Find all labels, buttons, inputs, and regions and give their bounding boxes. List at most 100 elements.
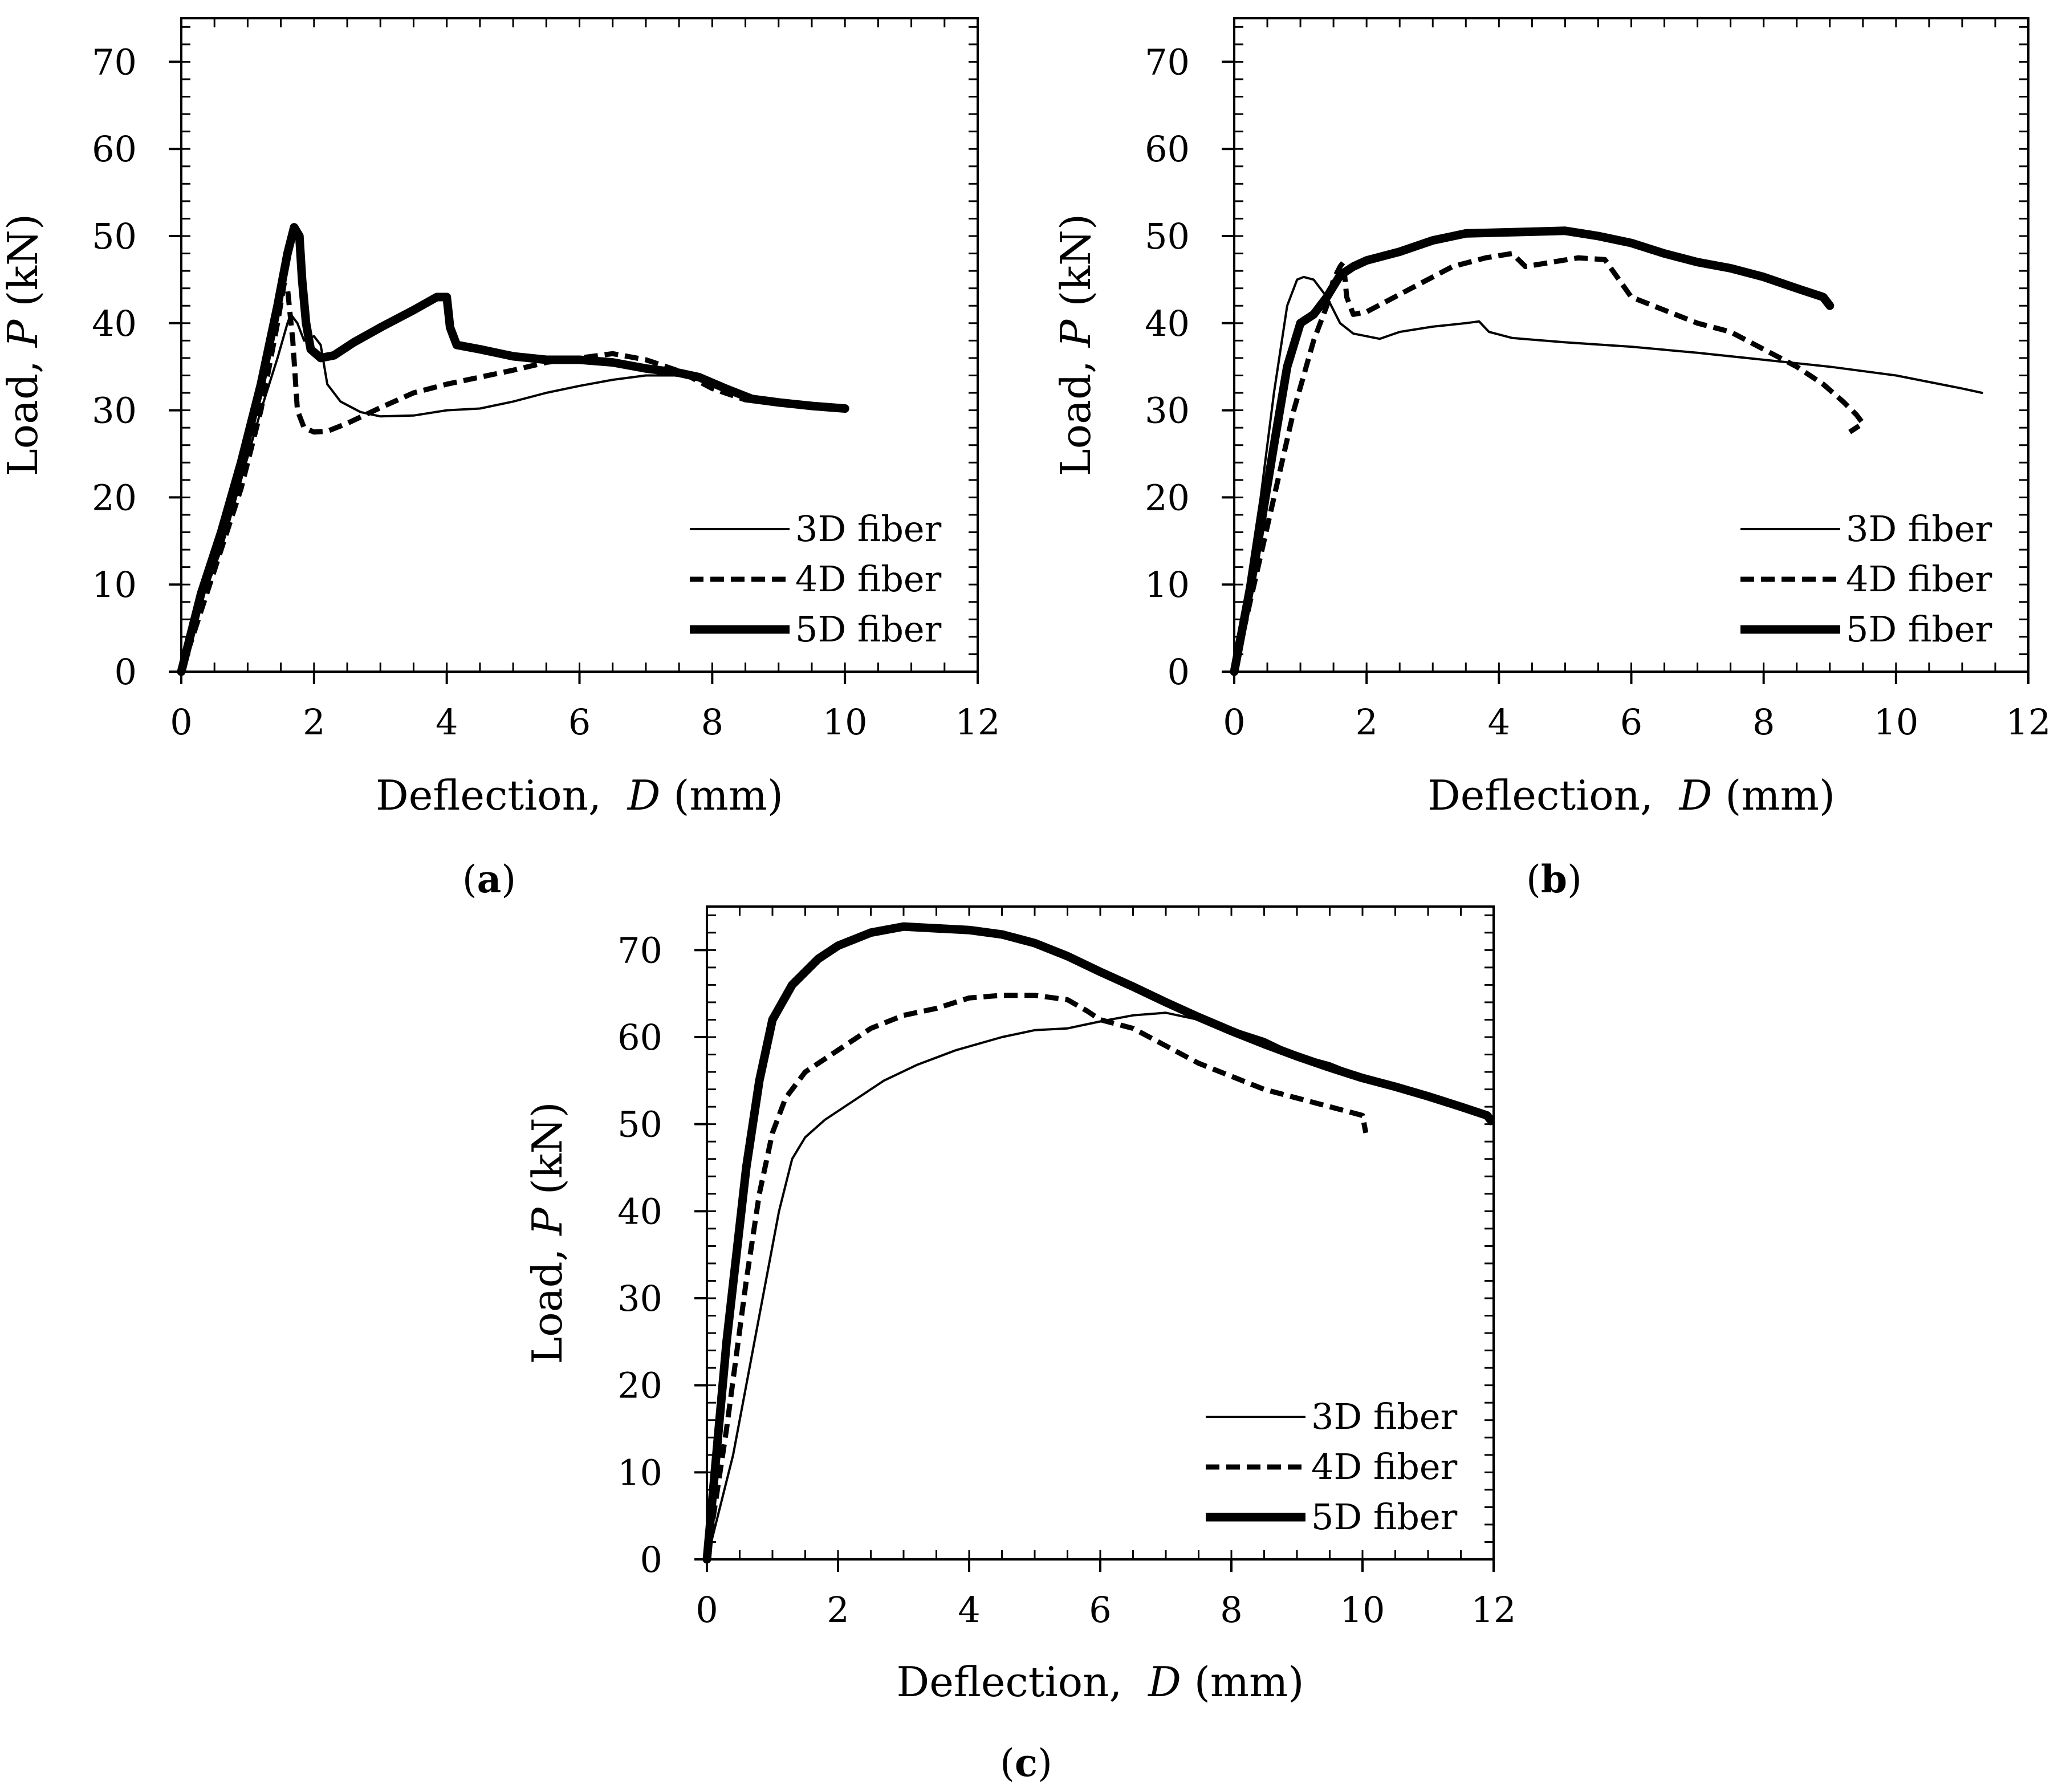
legend-label: 4D fiber bbox=[795, 558, 942, 600]
y-tick-label: 50 bbox=[92, 216, 137, 257]
series-line-4d-fiber bbox=[704, 993, 1369, 1560]
y-axis-title-prefix: Load, bbox=[1052, 347, 1100, 476]
y-tick-label: 30 bbox=[1145, 390, 1190, 432]
panel-label: (c) bbox=[1000, 1741, 1052, 1785]
x-axis-title-unit: (mm) bbox=[660, 771, 783, 819]
x-axis-title-unit: (mm) bbox=[1181, 1658, 1304, 1706]
panel-label-letter: a bbox=[477, 857, 502, 901]
x-axis-title-prefix: Deflection, bbox=[376, 771, 628, 819]
y-tick-label: 60 bbox=[617, 1017, 662, 1058]
panel-label-open: ( bbox=[1526, 858, 1541, 901]
y-tick-label: 40 bbox=[92, 303, 137, 344]
y-tick-label: 20 bbox=[617, 1365, 662, 1407]
x-tick-label: 10 bbox=[1873, 701, 1918, 743]
legend-label: 5D fiber bbox=[795, 608, 942, 650]
chart-panel-a: 0 2 4 6 8 10 12 0 10 20 30 40 50 60 70 Deflection, D (m… bbox=[0, 17, 1000, 901]
y-tick-label: 30 bbox=[617, 1278, 662, 1319]
legend-label: 5D fiber bbox=[1846, 608, 1992, 650]
y-axis-title-var: P bbox=[523, 1207, 571, 1237]
y-tick-label: 70 bbox=[92, 41, 137, 83]
y-axis-title-unit: (kN) bbox=[0, 214, 47, 320]
y-axis-title-unit: (kN) bbox=[523, 1102, 571, 1208]
panel-label: (a) bbox=[462, 857, 516, 901]
y-tick-label: 10 bbox=[92, 564, 137, 606]
series-line-5d-fiber bbox=[177, 223, 849, 676]
y-axis-title: Load, P (kN) bbox=[523, 1102, 571, 1364]
x-axis-title-var: D bbox=[1678, 771, 1713, 819]
panel-label-open: ( bbox=[1000, 1741, 1015, 1785]
x-tick-label: 0 bbox=[1223, 701, 1245, 743]
x-tick-label: 8 bbox=[1752, 701, 1775, 743]
x-tick-label: 4 bbox=[958, 1589, 980, 1631]
y-tick-label: 10 bbox=[617, 1452, 662, 1493]
y-tick-label: 20 bbox=[92, 477, 137, 518]
x-axis-title-prefix: Deflection, bbox=[1427, 771, 1679, 819]
x-tick-label: 4 bbox=[1488, 701, 1510, 743]
panel-label-open: ( bbox=[462, 858, 477, 901]
y-tick-label: 30 bbox=[92, 390, 137, 432]
x-axis-title-unit: (mm) bbox=[1712, 771, 1835, 819]
legend-label: 5D fiber bbox=[1311, 1496, 1458, 1538]
x-tick-label: 12 bbox=[2006, 701, 2051, 743]
x-axis-title-var: D bbox=[627, 771, 661, 819]
y-tick-label: 60 bbox=[92, 128, 137, 170]
panel-label-close: ) bbox=[1038, 1741, 1052, 1785]
y-tick-label: 50 bbox=[617, 1104, 662, 1145]
panel-label-close: ) bbox=[501, 858, 516, 901]
panel-label-close: ) bbox=[1567, 858, 1582, 901]
y-axis-title-var: P bbox=[0, 319, 47, 348]
x-tick-label: 0 bbox=[170, 701, 192, 743]
legend-label: 3D fiber bbox=[1846, 508, 1992, 550]
panel-label: (b) bbox=[1526, 857, 1582, 901]
legend-label: 4D fiber bbox=[1846, 558, 1992, 600]
x-tick-label: 6 bbox=[1620, 701, 1642, 743]
panel-label-letter: b bbox=[1541, 857, 1567, 901]
y-tick-label: 40 bbox=[617, 1190, 662, 1232]
x-axis-title: Deflection, D (mm) bbox=[376, 771, 783, 819]
y-tick-label: 0 bbox=[1168, 651, 1190, 693]
x-axis-title: Deflection, D (mm) bbox=[897, 1658, 1304, 1706]
x-axis-title: Deflection, D (mm) bbox=[1427, 771, 1835, 819]
x-tick-label: 12 bbox=[955, 701, 1000, 743]
y-axis-title-var: P bbox=[1052, 319, 1100, 348]
y-tick-label: 40 bbox=[1145, 303, 1190, 344]
x-tick-label: 12 bbox=[1471, 1589, 1516, 1631]
x-tick-label: 2 bbox=[1355, 701, 1377, 743]
y-tick-label: 10 bbox=[1145, 564, 1190, 606]
legend-label: 3D fiber bbox=[1311, 1396, 1458, 1437]
x-axis-title-prefix: Deflection, bbox=[897, 1658, 1149, 1706]
y-tick-label: 70 bbox=[1145, 41, 1190, 83]
chart-panel-c: 0 2 4 6 8 10 12 0 10 20 30 40 50 60 70 Deflection, D (m… bbox=[523, 905, 1516, 1785]
x-tick-label: 0 bbox=[696, 1589, 718, 1631]
x-tick-label: 8 bbox=[1220, 1589, 1242, 1631]
y-tick-label: 0 bbox=[640, 1539, 662, 1580]
chart-panel-b: 0 2 4 6 8 10 12 0 10 20 30 40 50 60 70 Deflection, D (m… bbox=[1052, 17, 2051, 901]
x-tick-label: 6 bbox=[568, 701, 591, 743]
x-tick-label: 4 bbox=[436, 701, 458, 743]
y-axis-title: Load, P (kN) bbox=[0, 214, 47, 476]
y-tick-label: 0 bbox=[115, 651, 137, 693]
x-tick-label: 8 bbox=[701, 701, 723, 743]
legend-label: 3D fiber bbox=[795, 508, 942, 550]
panel-label-letter: c bbox=[1015, 1741, 1038, 1785]
x-tick-label: 2 bbox=[303, 701, 325, 743]
y-tick-label: 50 bbox=[1145, 216, 1190, 257]
series-line-3d-fiber bbox=[1233, 275, 1983, 673]
y-tick-label: 20 bbox=[1145, 477, 1190, 518]
legend-label: 4D fiber bbox=[1311, 1446, 1458, 1488]
x-tick-label: 6 bbox=[1089, 1589, 1111, 1631]
y-axis-title-prefix: Load, bbox=[523, 1236, 571, 1364]
x-tick-label: 10 bbox=[823, 701, 868, 743]
x-tick-label: 10 bbox=[1340, 1589, 1385, 1631]
x-axis-title-var: D bbox=[1147, 1658, 1181, 1706]
series-line-5d-fiber bbox=[1230, 226, 1835, 676]
series-line-5d-fiber bbox=[702, 922, 1495, 1564]
y-tick-label: 70 bbox=[617, 929, 662, 971]
y-axis-title-prefix: Load, bbox=[0, 347, 47, 476]
y-tick-label: 60 bbox=[1145, 128, 1190, 170]
y-axis-title: Load, P (kN) bbox=[1052, 214, 1100, 476]
x-tick-label: 2 bbox=[827, 1589, 849, 1631]
y-axis-title-unit: (kN) bbox=[1052, 214, 1100, 320]
